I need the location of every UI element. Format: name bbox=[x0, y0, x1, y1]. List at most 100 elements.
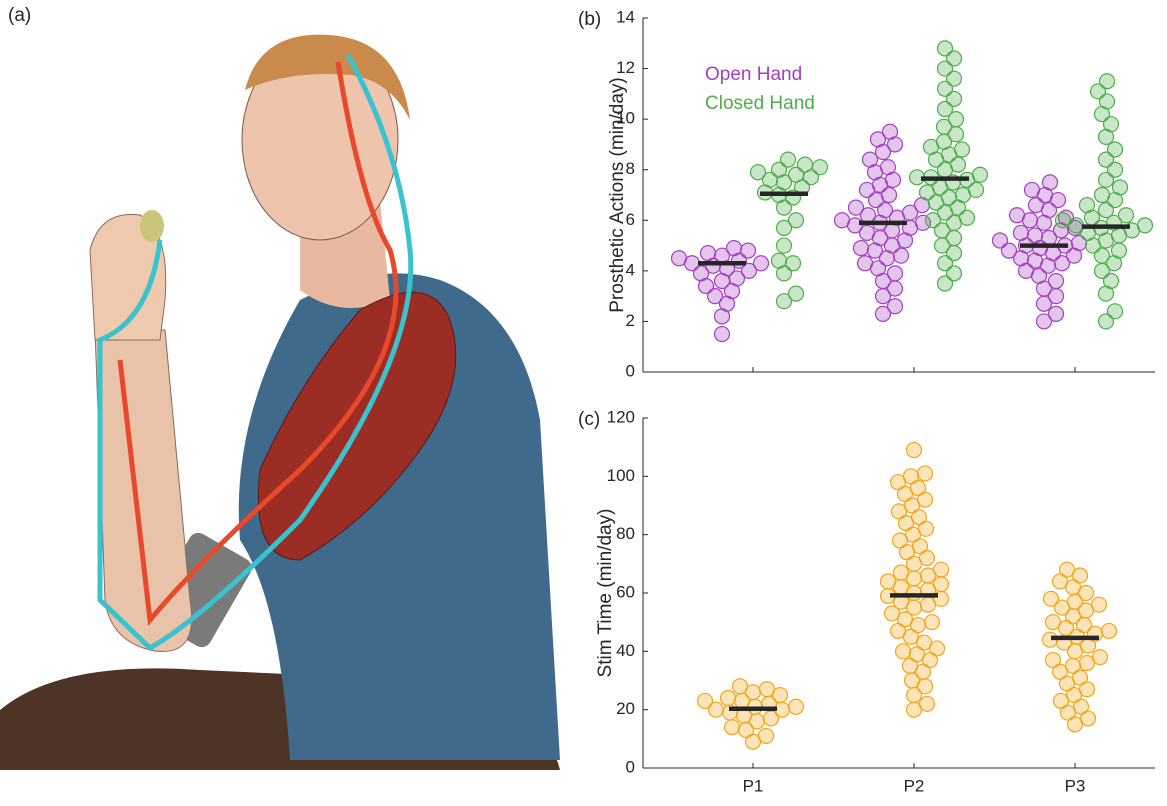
point bbox=[936, 40, 954, 57]
afferent-path bbox=[97, 53, 414, 652]
point bbox=[879, 573, 897, 590]
point bbox=[917, 520, 935, 537]
y-tick-label: 20 bbox=[616, 699, 635, 718]
point bbox=[883, 605, 901, 622]
point bbox=[918, 549, 936, 567]
point bbox=[861, 151, 879, 168]
point bbox=[784, 255, 802, 272]
point bbox=[1000, 242, 1018, 259]
point bbox=[858, 224, 876, 242]
point bbox=[933, 222, 951, 239]
y-tick-label: 120 bbox=[607, 407, 635, 426]
point bbox=[949, 156, 967, 173]
point bbox=[1044, 614, 1062, 631]
point bbox=[770, 252, 788, 269]
legend-entry: Open Hand bbox=[705, 64, 802, 85]
point bbox=[905, 441, 923, 459]
y-tick-label: 2 bbox=[626, 311, 635, 330]
point bbox=[886, 298, 904, 315]
y-tick-label: 8 bbox=[626, 159, 635, 178]
point bbox=[1093, 186, 1111, 204]
y-tick-label: 60 bbox=[616, 582, 635, 601]
point bbox=[731, 678, 749, 695]
point bbox=[749, 164, 767, 181]
point bbox=[886, 265, 904, 282]
y-tick-label: 80 bbox=[616, 524, 635, 543]
point bbox=[713, 325, 731, 343]
point bbox=[775, 237, 793, 254]
point bbox=[770, 161, 788, 178]
charts: (b) 0 2 4 6 8 10 12 14 Prosthetic Actions (min/da… bbox=[578, 7, 1155, 795]
y-tick-label: 10 bbox=[616, 109, 635, 128]
point bbox=[723, 719, 741, 736]
point bbox=[811, 159, 829, 176]
point bbox=[1106, 161, 1124, 178]
point bbox=[880, 186, 898, 204]
point bbox=[796, 156, 814, 173]
point bbox=[1098, 93, 1116, 110]
point bbox=[707, 701, 725, 718]
point bbox=[1117, 207, 1135, 224]
point bbox=[905, 570, 923, 587]
point bbox=[1078, 654, 1096, 672]
point bbox=[1136, 217, 1154, 234]
y-axis-label: Prosthetic Actions (min/day) bbox=[607, 77, 628, 312]
point bbox=[706, 288, 724, 305]
point bbox=[1008, 207, 1026, 224]
point bbox=[757, 727, 775, 745]
point bbox=[911, 538, 929, 555]
x-tick-label: P2 bbox=[904, 776, 925, 795]
point bbox=[879, 159, 897, 176]
point bbox=[881, 123, 899, 140]
point bbox=[787, 166, 805, 183]
efferent-path bbox=[117, 61, 399, 627]
point bbox=[892, 247, 910, 264]
point bbox=[1072, 698, 1090, 715]
point bbox=[947, 111, 965, 128]
point bbox=[775, 293, 793, 310]
point bbox=[1044, 651, 1062, 669]
panel-label: (b) bbox=[578, 9, 601, 30]
point bbox=[1079, 710, 1097, 727]
point bbox=[1071, 669, 1089, 686]
point bbox=[1090, 596, 1108, 613]
y-tick-label: 14 bbox=[616, 7, 635, 26]
point bbox=[918, 184, 936, 201]
point bbox=[922, 138, 940, 156]
point bbox=[1054, 212, 1072, 229]
point bbox=[1100, 622, 1118, 640]
point bbox=[901, 204, 919, 221]
point bbox=[758, 681, 776, 698]
object bbox=[140, 210, 164, 242]
point bbox=[1053, 255, 1071, 272]
point bbox=[787, 698, 805, 715]
point bbox=[916, 465, 934, 482]
point bbox=[876, 202, 894, 219]
point bbox=[1097, 313, 1115, 330]
point bbox=[936, 275, 954, 292]
point bbox=[945, 50, 963, 67]
point bbox=[1035, 313, 1053, 330]
x-tick-label: P3 bbox=[1065, 776, 1086, 795]
y-tick-label: 100 bbox=[607, 466, 635, 485]
legend-entry: Closed Hand bbox=[705, 93, 815, 114]
point bbox=[901, 657, 919, 675]
point bbox=[1097, 151, 1115, 168]
point bbox=[902, 468, 920, 485]
point bbox=[692, 265, 710, 282]
x-tick-label: P1 bbox=[743, 776, 764, 795]
point bbox=[1111, 179, 1129, 196]
y-axis-label: Stim Time (min/day) bbox=[595, 509, 616, 678]
point bbox=[1098, 73, 1116, 90]
point bbox=[761, 171, 779, 188]
point bbox=[787, 285, 805, 302]
point bbox=[1110, 242, 1128, 259]
point bbox=[833, 212, 851, 229]
point bbox=[971, 166, 989, 183]
point bbox=[1106, 141, 1124, 158]
point bbox=[1047, 305, 1065, 322]
point bbox=[1089, 83, 1107, 100]
point bbox=[1058, 561, 1076, 578]
